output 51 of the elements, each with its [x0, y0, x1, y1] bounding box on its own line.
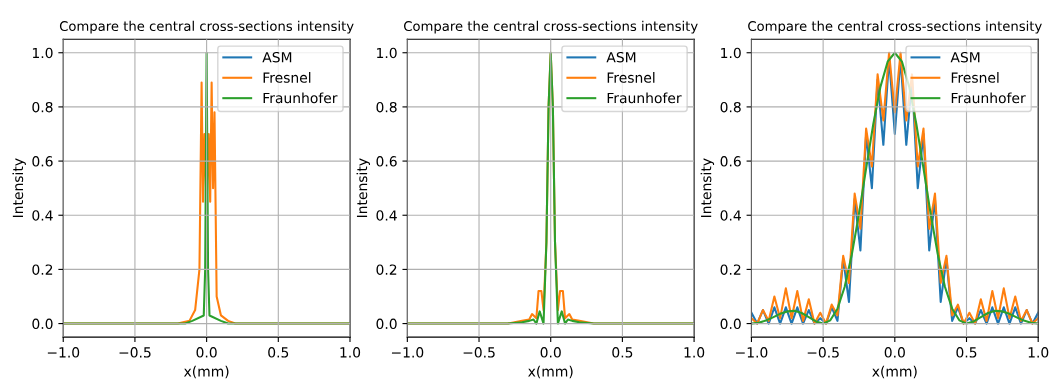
x-tick-label: −0.5 [463, 347, 495, 358]
x-tick-label: 1.0 [340, 347, 361, 358]
legend-label: Fraunhofer [951, 92, 1026, 104]
x-tick-label: −1.0 [736, 347, 768, 358]
x-tick-label: 0.0 [884, 347, 905, 358]
y-tick-label: 0.0 [720, 318, 741, 330]
y-tick-label: 0.0 [376, 318, 397, 330]
y-axis-title: Intensity [700, 158, 715, 218]
x-tick-label: −0.5 [807, 347, 839, 358]
legend-label: Fraunhofer [607, 92, 682, 104]
chart-title: Compare the central cross-sections intensity [748, 20, 1042, 34]
y-tick-label: 0.8 [32, 101, 53, 113]
legend-label: ASM [262, 51, 292, 63]
y-tick-label: 0.8 [720, 101, 741, 113]
y-tick-label: 0.2 [720, 264, 741, 275]
chart-title: Compare the central cross-sections intensity [404, 20, 698, 34]
y-tick-label: 0.6 [376, 156, 397, 167]
x-tick-label: 0.0 [196, 347, 217, 358]
x-tick-label: 0.0 [540, 347, 561, 358]
x-tick-label: 0.5 [612, 347, 633, 358]
x-axis-title: x(mm) [872, 365, 917, 379]
x-tick-label: 0.5 [268, 347, 289, 358]
x-tick-label: 0.5 [956, 347, 977, 358]
y-tick-label: 0.2 [376, 264, 397, 275]
y-axis-title: Intensity [356, 158, 370, 218]
x-tick-label: 1.0 [1028, 347, 1049, 358]
y-tick-label: 0.4 [32, 210, 53, 221]
x-tick-label: −1.0 [47, 347, 80, 358]
legend-label: Fresnel [263, 72, 311, 83]
x-axis-title: x(mm) [183, 365, 229, 379]
y-tick-label: 0.4 [376, 210, 397, 221]
legend-label: ASM [950, 51, 980, 63]
legend-label: Fresnel [951, 72, 999, 83]
y-axis-title: Intensity [12, 158, 26, 218]
legend-label: Fresnel [607, 72, 655, 83]
y-tick-label: 0.2 [32, 264, 53, 275]
chart-title: Compare the central cross-sections intensity [59, 20, 354, 34]
y-tick-label: 0.6 [720, 156, 741, 167]
y-tick-label: 1.0 [377, 47, 397, 59]
legend-label: ASM [606, 51, 636, 63]
legend-label: Fraunhofer [263, 92, 338, 104]
y-tick-label: 0.4 [720, 210, 741, 221]
y-tick-label: 1.0 [32, 47, 53, 59]
x-axis-title: x(mm) [528, 365, 573, 379]
x-tick-label: −0.5 [119, 347, 151, 358]
y-tick-label: 1.0 [721, 47, 741, 59]
y-tick-label: 0.6 [32, 156, 53, 167]
x-tick-label: 1.0 [684, 347, 705, 358]
y-tick-label: 0.0 [32, 318, 53, 330]
y-tick-label: 0.8 [376, 101, 397, 113]
x-tick-label: −1.0 [391, 347, 424, 358]
